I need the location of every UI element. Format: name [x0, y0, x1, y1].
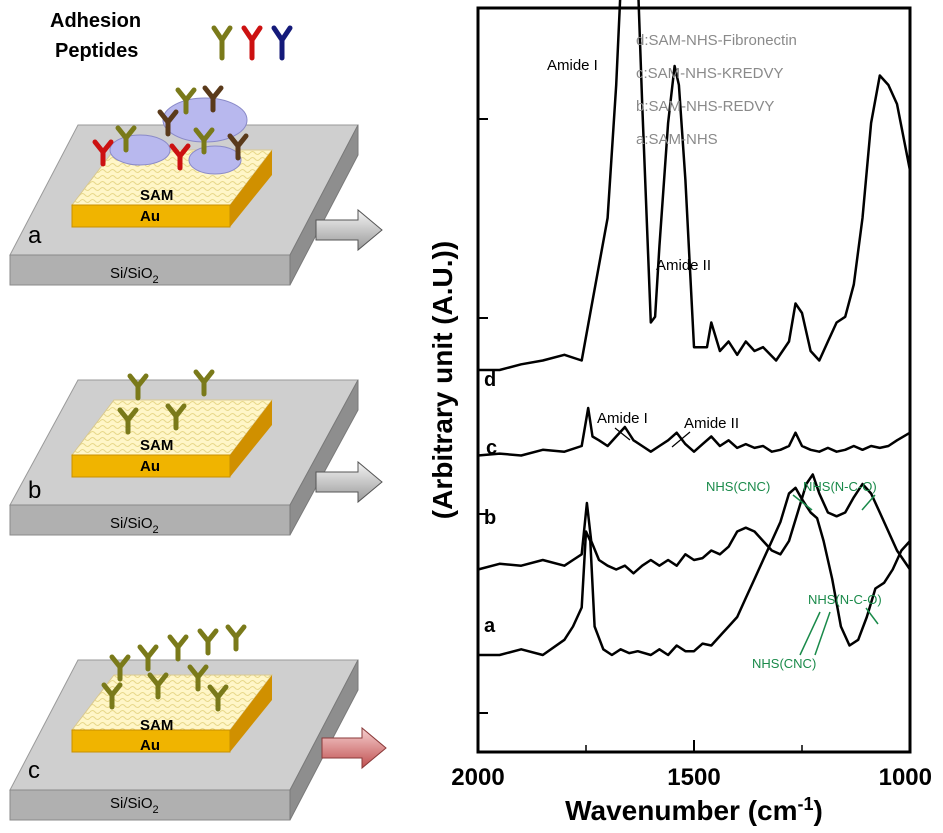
panel-letter: b [28, 477, 41, 504]
y-axis-label: (Arbitrary unit (A.U.)) [427, 241, 458, 519]
peptide-icon [127, 373, 149, 401]
gold-side [230, 150, 272, 227]
legend-item-b: b:SAM-NHS-REDVY [636, 98, 774, 115]
sam-label: SAM [140, 437, 173, 454]
series-line-a [478, 486, 911, 657]
peptide-icon [193, 127, 215, 155]
annotation-c-amide-ii: Amide II [684, 415, 739, 432]
peptide-icon [187, 664, 209, 692]
peptide-icon [115, 125, 137, 153]
peptide-icon [137, 644, 159, 672]
panel-c: SAM Au c Si/SiO2 [9, 624, 359, 821]
peptide-icon [225, 624, 247, 652]
chart: 2000 1500 1000 (Arbitrary unit (A.U.)) Wav… [427, 0, 932, 826]
peptide-olive-icon [211, 25, 233, 61]
series-label-d: d [484, 369, 496, 391]
x-ticks: 2000 1500 1000 [451, 740, 932, 791]
annotation-d-amide-ii: Amide II [656, 257, 711, 274]
substrate-label: Si/SiO2 [110, 515, 159, 536]
legend: d:SAM-NHS-Fibronectin c:SAM-NHS-KREDVY b… [636, 32, 797, 148]
annotation-arrow [614, 427, 631, 441]
au-label: Au [140, 458, 160, 475]
legend-item-d: d:SAM-NHS-Fibronectin [636, 32, 797, 49]
substrate-label: Si/SiO2 [110, 795, 159, 816]
peptide-icon [169, 143, 191, 171]
substrate-side [289, 124, 359, 286]
peptide-icon [193, 369, 215, 397]
substrate-side [289, 379, 359, 536]
peptide-icon [227, 133, 249, 161]
panel-b: SAM Au b Si/SiO2 [9, 369, 359, 536]
panel-letter: a [28, 222, 42, 249]
panel-a: SAM Au a Si/SiO2 [9, 85, 359, 286]
annotation-arrow [792, 494, 813, 511]
series-label-b: b [484, 507, 496, 529]
x-tick-label: 1000 [879, 764, 932, 791]
panel-letter: c [28, 757, 40, 784]
x-tick-label: 2000 [451, 764, 504, 791]
protein-blob [188, 145, 242, 175]
y-ticks [478, 118, 488, 714]
au-label: Au [140, 208, 160, 225]
peptide-navy-icon [271, 25, 293, 61]
legend-item-a: a:SAM-NHS [636, 131, 718, 148]
peptide-icon [207, 684, 229, 712]
peptide-icon [109, 654, 131, 682]
gold-side [230, 675, 272, 752]
peptide-icon [92, 139, 114, 167]
peptide-icon [197, 628, 219, 656]
peptide-icon [167, 634, 189, 662]
au-label: Au [140, 737, 160, 754]
annotation-arrow [671, 431, 691, 448]
annotation-b-nhs-nco: NHS(N-C-O) [803, 479, 877, 494]
annotation-b-nhs-cnc: NHS(CNC) [706, 479, 770, 494]
legend-title-line1: Adhesion [50, 10, 141, 32]
arrow-c-icon [321, 726, 387, 770]
annotation-a-nhs-nco: NHS(N-C-O) [808, 592, 882, 607]
peptide-icon [157, 109, 179, 137]
series-label-c: c [486, 437, 497, 459]
peptide-icon [117, 407, 139, 435]
annotation-arrow [814, 611, 831, 656]
peptide-icon [202, 85, 224, 113]
peptide-icon [147, 672, 169, 700]
legend-title-line2: Peptides [55, 40, 138, 62]
x-tick-label: 1500 [667, 764, 720, 791]
peptide-red-icon [241, 25, 263, 61]
peptide-icon [175, 87, 197, 115]
series-layer [477, 0, 912, 657]
gold-side [230, 400, 272, 477]
peptide-icon [165, 403, 187, 431]
plot-frame [476, 6, 912, 754]
series-label-a: a [484, 615, 496, 637]
annotation-a-nhs-cnc: NHS(CNC) [752, 656, 816, 671]
sam-label: SAM [140, 187, 173, 204]
protein-blob [109, 134, 171, 166]
annotation-c-amide-i: Amide I [597, 410, 648, 427]
series-line-b [477, 473, 912, 575]
series-line-c [477, 406, 911, 457]
arrow-b-icon [315, 460, 383, 504]
series-line-d [478, 0, 912, 372]
annotation-arrow [861, 494, 876, 511]
substrate-label: Si/SiO2 [110, 265, 159, 286]
annotation-d-amide-i: Amide I [547, 57, 598, 74]
x-axis-label: Wavenumber (cm-1) [565, 794, 823, 826]
annotation-arrow [865, 607, 879, 625]
arrow-a-icon [315, 208, 383, 252]
legend-item-c: c:SAM-NHS-KREDVY [636, 65, 784, 82]
peptide-icon [101, 682, 123, 710]
annotation-arrow [799, 611, 821, 656]
sam-label: SAM [140, 717, 173, 734]
